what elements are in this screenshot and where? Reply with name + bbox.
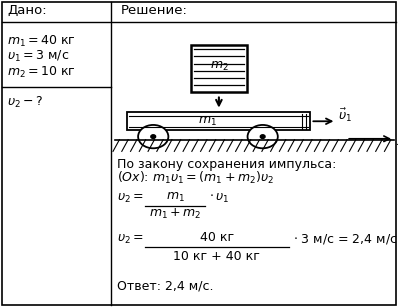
Circle shape xyxy=(151,135,156,138)
Text: $m_1$: $m_1$ xyxy=(166,191,185,204)
Circle shape xyxy=(138,125,168,148)
Text: Дано:: Дано: xyxy=(7,4,47,17)
Text: $\upsilon_1 = 3$ м/с: $\upsilon_1 = 3$ м/с xyxy=(7,49,69,64)
Bar xyxy=(127,112,310,130)
Text: $\cdot$ 3 м/с = 2,4 м/с: $\cdot$ 3 м/с = 2,4 м/с xyxy=(293,232,397,247)
Text: $m_2$: $m_2$ xyxy=(209,60,228,73)
Text: $\vec{\upsilon}_1$: $\vec{\upsilon}_1$ xyxy=(338,107,352,124)
Text: $m_1$: $m_1$ xyxy=(197,115,217,128)
Text: Ответ: 2,4 м/с.: Ответ: 2,4 м/с. xyxy=(117,280,214,293)
Circle shape xyxy=(248,125,278,148)
Circle shape xyxy=(260,135,265,138)
Text: $m_1 + m_2$: $m_1 + m_2$ xyxy=(149,207,201,221)
Text: $x$: $x$ xyxy=(396,135,398,148)
Text: $\upsilon_2 = $: $\upsilon_2 = $ xyxy=(117,192,144,204)
Text: $(Ox)$: $m_1\upsilon_1 = (m_1 + m_2)\upsilon_2$: $(Ox)$: $m_1\upsilon_1 = (m_1 + m_2)\ups… xyxy=(117,170,274,186)
Text: $\upsilon_2 = $: $\upsilon_2 = $ xyxy=(117,233,144,246)
Text: $\upsilon_2 - ?$: $\upsilon_2 - ?$ xyxy=(7,95,43,111)
Text: Решение:: Решение: xyxy=(121,4,187,17)
Text: $m_1 = 40$ кг: $m_1 = 40$ кг xyxy=(7,34,76,49)
Text: По закону сохранения импульса:: По закону сохранения импульса: xyxy=(117,158,337,171)
Bar xyxy=(191,45,247,92)
Text: 10 кг + 40 кг: 10 кг + 40 кг xyxy=(174,250,260,263)
Text: $\cdot\,\upsilon_1$: $\cdot\,\upsilon_1$ xyxy=(209,192,229,204)
Text: 40 кг: 40 кг xyxy=(200,231,234,244)
Text: $m_2 = 10$ кг: $m_2 = 10$ кг xyxy=(7,64,76,80)
